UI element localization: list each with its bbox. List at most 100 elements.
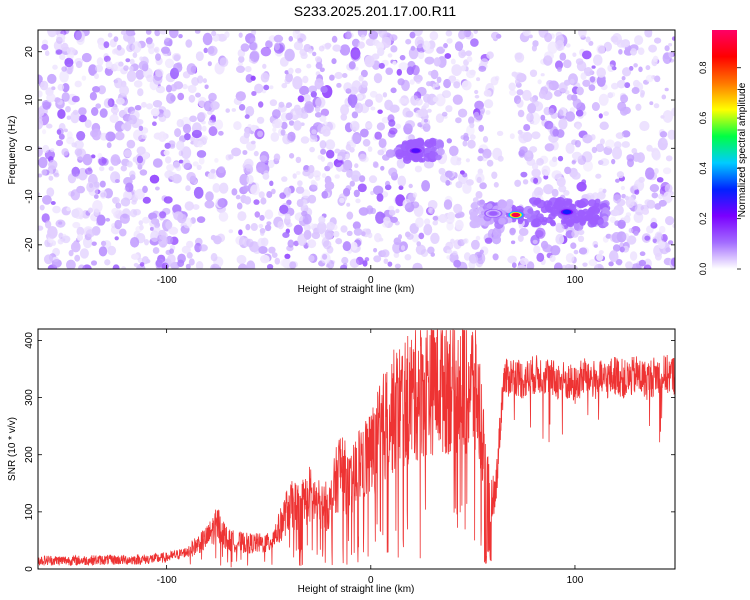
spectrogram-cell [340,104,350,116]
spectrogram-cell [271,252,278,258]
spectrogram-cell [52,64,58,70]
spectrogram-cell [665,155,673,162]
spectrogram-cell [351,111,359,119]
spectrogram-cell [432,215,439,221]
spectrogram-cell [116,44,122,51]
spectrogram-y-axis-label: Frequency (Hz) [7,116,18,185]
spectrogram-cell [278,101,285,108]
spectrogram-cell [408,183,413,189]
spectrogram-cell [131,41,142,53]
spectrogram-cell [174,128,182,138]
spectrogram-cell [310,179,316,186]
spectrogram-cell [616,231,627,243]
spectrogram-cell [572,52,577,57]
x-tick-label: 100 [567,275,584,286]
spectrogram-cell [609,250,619,262]
spectrogram-cell [112,264,120,269]
spectrogram-cell [545,203,551,209]
spectrogram-cell [554,262,563,269]
spectrogram-cell [242,150,248,155]
spectrogram-cell [253,199,260,205]
spectrogram-cell [228,154,234,160]
spectrogram-cell [54,97,61,103]
spectrogram-cell [651,192,659,199]
spectrogram-cell [201,125,207,132]
spectrogram-cell [249,41,258,51]
spectrogram-cell [165,220,173,230]
spectrogram-cell [357,41,365,49]
spectrogram-cell [443,78,451,89]
spectrogram-cell [121,266,127,269]
spectrogram-cell [607,64,615,72]
spectrogram-cell [296,171,301,175]
spectrogram-cell [189,175,197,184]
spectrogram-cell [323,240,332,250]
spectrogram-cell [611,158,616,165]
spectrogram-cell [158,114,167,122]
spectrogram-cell [272,119,281,129]
spectrogram-cell [154,46,160,54]
spectrogram-cell [422,123,431,132]
spectrogram-cell [605,139,615,149]
spectrogram-cell [204,200,215,209]
spectrogram-cell [350,47,361,60]
spectrogram-cell [169,248,175,254]
spectrogram-cell [443,43,448,49]
spectrogram-cell [361,80,368,88]
spectrogram-cell [360,69,368,78]
spectrogram-cell [315,175,321,181]
spectrogram-cell [550,209,559,217]
spectrogram-cell [149,174,160,184]
spectrogram-cell [415,244,426,255]
spectrogram-cell [343,187,351,197]
spectrogram-cell [657,137,668,151]
spectrogram-cell [58,133,65,140]
spectrogram-cell [264,209,274,220]
spectrogram-cell [231,108,236,112]
spectrogram-cell [435,154,442,161]
spectrogram-cell [331,35,338,43]
spectrogram-cell [517,234,524,242]
spectrogram-cell [342,241,352,252]
spectrogram-cell [134,105,142,111]
spectrogram-cell [166,84,172,93]
spectrogram-cell [302,169,311,177]
spectrogram-cell [134,188,145,200]
spectrogram-cell [196,150,207,158]
spectrogram-cell [240,43,250,52]
spectrogram-cell [430,69,439,80]
spectrogram-cell [649,184,660,193]
spectrogram-cell [582,134,593,144]
spectrogram-cell [453,203,463,214]
spectrogram-cell [288,67,294,75]
spectrogram-cell [57,109,66,119]
spectrogram-cell [297,180,303,187]
spectrogram-cell [671,36,675,41]
spectrogram-cell [474,94,480,99]
spectrogram-cell [128,114,138,125]
spectrogram-cell [133,262,139,267]
spectrogram-cell [430,252,435,257]
spectrogram-cell [126,43,135,53]
spectrogram-cell [633,230,639,236]
spectrogram-cell [284,214,290,220]
spectrogram-cell [522,179,529,185]
spectrogram-cell [256,161,266,173]
spectrogram-cell [319,114,327,122]
spectrogram-cell [572,98,582,109]
spectrogram-cell [292,76,303,90]
spectrogram-cell [668,51,674,58]
spectrogram-cell [259,214,265,221]
spectrogram-cell [602,221,609,227]
spectrogram-cell [576,181,587,192]
spectrogram-cell [235,235,246,246]
spectrogram-cell [446,138,452,144]
spectrogram-cell [631,263,642,269]
spectrogram-cell [400,245,406,251]
spectrogram-cell [38,173,43,178]
spectrogram-cell [139,262,145,267]
spectrogram-cell [95,64,103,73]
spectrogram-cell [71,208,80,218]
colorbar-ticks: 0.0 0.2 0.4 0.6 0.8 [698,61,741,275]
spectrogram-cell [166,235,173,245]
